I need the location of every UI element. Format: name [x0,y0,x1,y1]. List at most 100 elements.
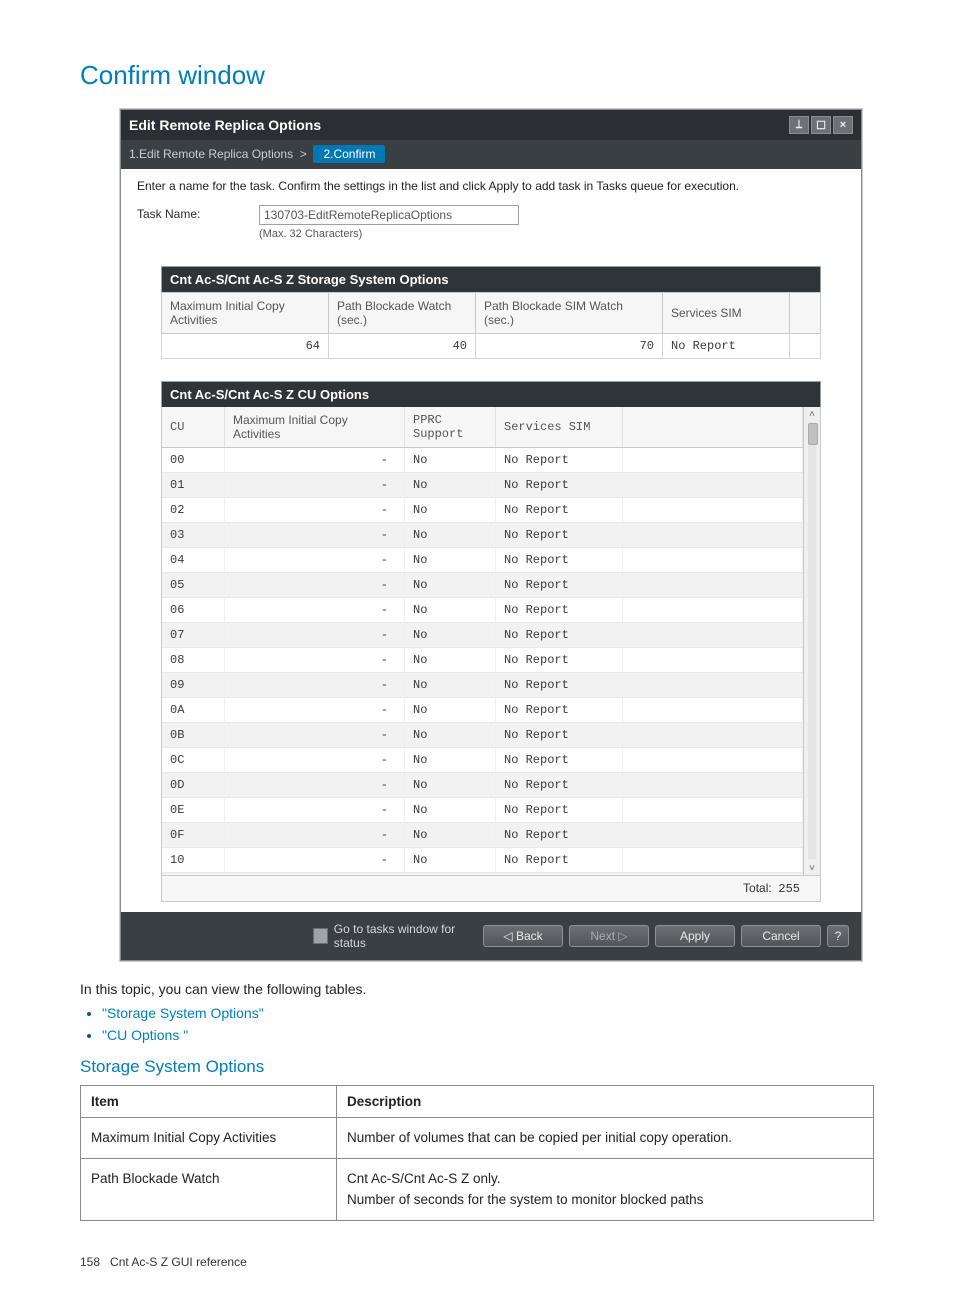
cu-cell-cu: 03 [162,523,225,548]
cu-cell-rest [623,573,803,598]
cancel-button[interactable]: Cancel [741,925,821,947]
cu-cell-cu: 06 [162,598,225,623]
cu-cell-mica: - [225,523,405,548]
doc-row: Path Blockade Watch Cnt Ac-S/Cnt Ac-S Z … [81,1159,874,1221]
instruction-text: Enter a name for the task. Confirm the s… [137,179,845,193]
cu-row[interactable]: 0A-NoNo Report [162,698,803,723]
cu-cell-rest [623,473,803,498]
cu-cell-pprc: No [405,523,496,548]
doc-r1-desc: Cnt Ac-S/Cnt Ac-S Z only. Number of seco… [337,1159,874,1221]
cu-row[interactable]: 06-NoNo Report [162,598,803,623]
detach-icon[interactable]: ⟘ [789,116,809,134]
cu-cell-cu: 02 [162,498,225,523]
cu-row[interactable]: 0C-NoNo Report [162,748,803,773]
next-button: Next ▷ [569,925,649,947]
goto-tasks-label: Go to tasks window for status [334,922,477,950]
task-name-hint: (Max. 32 Characters) [259,228,519,240]
doc-link-list: "Storage System Options" "CU Options " [102,1005,874,1043]
cu-cell-cu: 11 [162,873,225,877]
cu-cell-cu: 09 [162,673,225,698]
cu-cell-rest [623,448,803,473]
close-icon[interactable]: × [833,116,853,134]
cu-row[interactable]: 0B-NoNo Report [162,723,803,748]
cu-cell-cu: 0D [162,773,225,798]
cu-cell-pprc: No [405,773,496,798]
doc-th-item: Item [81,1086,337,1118]
wizard-step-1[interactable]: 1.Edit Remote Replica Options [129,147,293,161]
cu-row[interactable]: 03-NoNo Report [162,523,803,548]
cu-cell-pprc: No [405,723,496,748]
cu-cell-cu: 0E [162,798,225,823]
cu-cell-rest [623,548,803,573]
doc-r1-desc-line1: Cnt Ac-S/Cnt Ac-S Z only. [347,1171,501,1186]
cu-row[interactable]: 07-NoNo Report [162,623,803,648]
cu-cell-rest [623,873,803,877]
cu-cell-mica: - [225,648,405,673]
cu-row[interactable]: 10-NoNo Report [162,848,803,873]
apply-button[interactable]: Apply [655,925,735,947]
cu-cell-ssim: No Report [496,623,623,648]
scroll-thumb[interactable] [808,423,818,445]
cu-cell-cu: 04 [162,548,225,573]
cu-cell-ssim: No Report [496,748,623,773]
cu-row[interactable]: 04-NoNo Report [162,548,803,573]
window-titlebar: Edit Remote Replica Options ⟘ ☐ × [121,110,861,140]
cu-cell-mica: - [225,473,405,498]
cu-col-rest [623,407,803,448]
help-button[interactable]: ? [827,925,849,947]
cu-cell-rest [623,748,803,773]
cu-cell-cu: 0F [162,823,225,848]
cu-row[interactable]: 09-NoNo Report [162,673,803,698]
maximize-icon[interactable]: ☐ [811,116,831,134]
cu-cell-cu: 0B [162,723,225,748]
scroll-up-icon[interactable]: ˄ [804,407,820,421]
section-title: Confirm window [80,60,874,91]
cu-cell-pprc: No [405,548,496,573]
cu-row[interactable]: 00-NoNo Report [162,448,803,473]
cu-cell-mica: - [225,573,405,598]
cu-row[interactable]: 05-NoNo Report [162,573,803,598]
page-footer: 158 Cnt Ac-S Z GUI reference [80,1255,874,1269]
task-name-label: Task Name: [137,205,237,221]
cu-col-cu: CU [162,407,225,448]
goto-tasks-checkbox[interactable] [313,928,328,944]
cu-row[interactable]: 0F-NoNo Report [162,823,803,848]
cu-row[interactable]: 0D-NoNo Report [162,773,803,798]
so-pbw-value: 40 [329,334,476,359]
cu-cell-ssim: No Report [496,448,623,473]
cu-cell-rest [623,798,803,823]
cu-cell-cu: 07 [162,623,225,648]
cu-cell-pprc: No [405,448,496,473]
wizard-sep: > [300,147,307,161]
doc-r1-desc-line2: Number of seconds for the system to moni… [347,1192,703,1207]
cu-cell-rest [623,498,803,523]
page-footer-text: Cnt Ac-S Z GUI reference [110,1255,247,1269]
cu-row[interactable]: 08-NoNo Report [162,648,803,673]
cu-row[interactable]: 0E-NoNo Report [162,798,803,823]
cu-cell-rest [623,773,803,798]
cu-cell-mica: - [225,723,405,748]
back-button[interactable]: ◁ Back [483,925,563,947]
doc-link-storage-options[interactable]: "Storage System Options" [102,1005,264,1021]
cu-cell-mica: - [225,873,405,877]
task-name-input[interactable] [259,205,519,225]
cu-options-table: CU Maximum Initial Copy Activities PPRC … [162,407,803,876]
cu-row[interactable]: 11-NoNo Report [162,873,803,877]
doc-row: Maximum Initial Copy Activities Number o… [81,1118,874,1159]
cu-cell-ssim: No Report [496,523,623,548]
doc-intro: In this topic, you can view the followin… [80,981,874,997]
storage-options-panel-header: Cnt Ac-S/Cnt Ac-S Z Storage System Optio… [161,266,821,292]
scroll-down-icon[interactable]: ˅ [804,861,820,875]
cu-cell-pprc: No [405,823,496,848]
cu-cell-mica: - [225,823,405,848]
cu-cell-pprc: No [405,698,496,723]
storage-options-row: 64 40 70 No Report [162,334,821,359]
doc-link-cu-options[interactable]: "CU Options " [102,1027,188,1043]
cu-scrollbar[interactable]: ˄ ˅ [804,407,821,876]
cu-cell-rest [623,648,803,673]
cu-cell-ssim: No Report [496,723,623,748]
cu-row[interactable]: 02-NoNo Report [162,498,803,523]
cu-cell-rest [623,848,803,873]
cu-row[interactable]: 01-NoNo Report [162,473,803,498]
so-col-mica: Maximum Initial Copy Activities [162,293,329,334]
